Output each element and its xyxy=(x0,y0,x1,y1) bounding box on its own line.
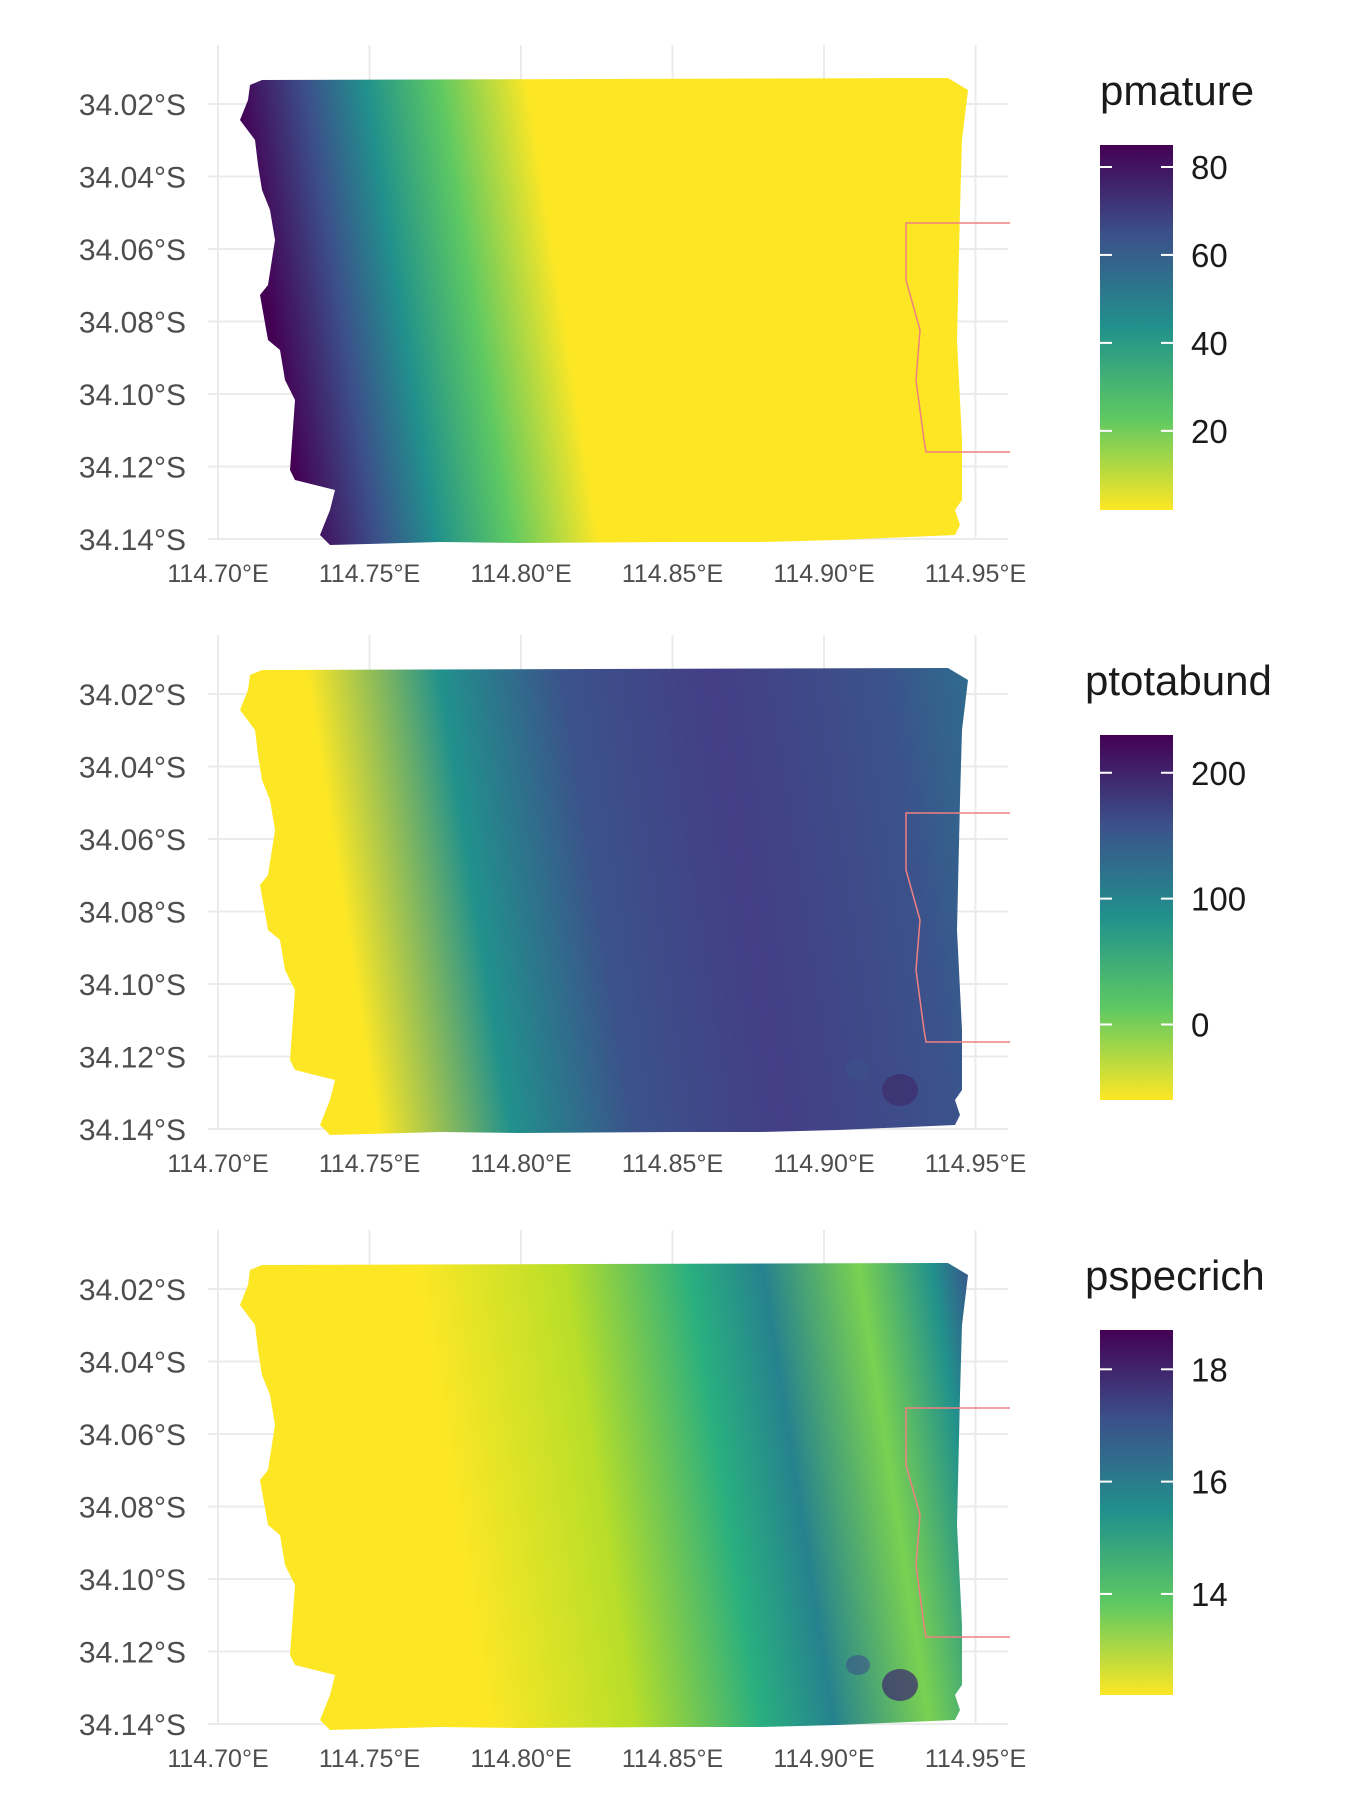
y-tick-label: 34.08°S xyxy=(79,1492,186,1525)
legend-title: ptotabund xyxy=(1085,657,1272,704)
map-panel-pmature: 34.02°S 34.04°S 34.06°S 34.08°S 34.10°S 34.12… xyxy=(79,45,1254,588)
y-tick-label: 34.02°S xyxy=(79,679,186,712)
raster-region xyxy=(240,78,968,545)
y-tick-label: 34.12°S xyxy=(79,452,186,485)
y-tick-label: 34.02°S xyxy=(79,1274,186,1307)
y-tick-label: 34.06°S xyxy=(79,1419,186,1452)
x-tick-label: 114.95°E xyxy=(925,1150,1026,1178)
raster-patch xyxy=(846,1655,870,1675)
y-tick-label: 34.08°S xyxy=(79,897,186,930)
x-tick-label: 114.90°E xyxy=(773,560,874,588)
legend-tick-label: 100 xyxy=(1191,881,1246,918)
legend-tick-label: 18 xyxy=(1191,1351,1228,1388)
x-tick-label: 114.75°E xyxy=(319,1150,420,1178)
y-tick-label: 34.04°S xyxy=(79,752,186,785)
y-tick-label: 34.10°S xyxy=(79,1564,186,1597)
boundary-line xyxy=(905,1407,1010,1638)
legend-tick-label: 16 xyxy=(1191,1464,1228,1501)
raster-region xyxy=(240,668,968,1135)
x-tick-label: 114.90°E xyxy=(773,1745,874,1773)
legend-tick-label: 14 xyxy=(1191,1576,1228,1613)
legend-title: pspecrich xyxy=(1085,1252,1265,1299)
x-tick-label: 114.85°E xyxy=(622,560,723,588)
y-tick-label: 34.02°S xyxy=(79,89,186,122)
y-tick-label: 34.04°S xyxy=(79,162,186,195)
y-tick-label: 34.08°S xyxy=(79,307,186,340)
y-tick-label: 34.12°S xyxy=(79,1637,186,1670)
y-tick-label: 34.10°S xyxy=(79,969,186,1002)
x-tick-label: 114.95°E xyxy=(925,1745,1026,1773)
raster-patch xyxy=(882,1074,918,1106)
y-tick-label: 34.10°S xyxy=(79,379,186,412)
legend-tick-label: 20 xyxy=(1191,413,1228,450)
x-tick-label: 114.75°E xyxy=(319,1745,420,1773)
y-tick-label: 34.04°S xyxy=(79,1347,186,1380)
legend-tick-label: 80 xyxy=(1191,149,1228,186)
legend-title: pmature xyxy=(1100,67,1254,114)
legend-colorbar xyxy=(1100,145,1173,510)
x-tick-label: 114.70°E xyxy=(167,1745,268,1773)
legend-colorbar xyxy=(1100,1330,1173,1695)
x-tick-label: 114.85°E xyxy=(622,1745,723,1773)
x-tick-label: 114.80°E xyxy=(470,1745,571,1773)
legend-tick-label: 0 xyxy=(1191,1006,1209,1043)
y-tick-label: 34.06°S xyxy=(79,824,186,857)
x-tick-label: 114.95°E xyxy=(925,560,1026,588)
x-tick-label: 114.90°E xyxy=(773,1150,874,1178)
raster-patch xyxy=(882,1669,918,1701)
legend-colorbar xyxy=(1100,735,1173,1100)
x-tick-label: 114.70°E xyxy=(167,1150,268,1178)
x-tick-label: 114.80°E xyxy=(470,560,571,588)
x-tick-label: 114.75°E xyxy=(319,560,420,588)
x-tick-label: 114.85°E xyxy=(622,1150,723,1178)
x-tick-label: 114.70°E xyxy=(167,560,268,588)
raster-region xyxy=(240,1263,968,1730)
y-tick-label: 34.14°S xyxy=(79,1709,186,1742)
x-tick-label: 114.80°E xyxy=(470,1150,571,1178)
raster-patch xyxy=(846,1060,870,1080)
legend-tick-label: 60 xyxy=(1191,237,1228,274)
boundary-line xyxy=(905,812,1010,1043)
y-tick-label: 34.14°S xyxy=(79,524,186,557)
y-tick-label: 34.14°S xyxy=(79,1114,186,1147)
boundary-line xyxy=(905,222,1010,453)
legend-tick-label: 40 xyxy=(1191,325,1228,362)
map-panel-pspecrich: 34.02°S 34.04°S 34.06°S 34.08°S 34.10°S 34.12… xyxy=(79,1230,1265,1773)
legend-tick-label: 200 xyxy=(1191,755,1246,792)
y-tick-label: 34.12°S xyxy=(79,1042,186,1075)
map-panel-ptotabund: 34.02°S 34.04°S 34.06°S 34.08°S 34.10°S 34.12… xyxy=(79,635,1272,1178)
y-tick-label: 34.06°S xyxy=(79,234,186,267)
